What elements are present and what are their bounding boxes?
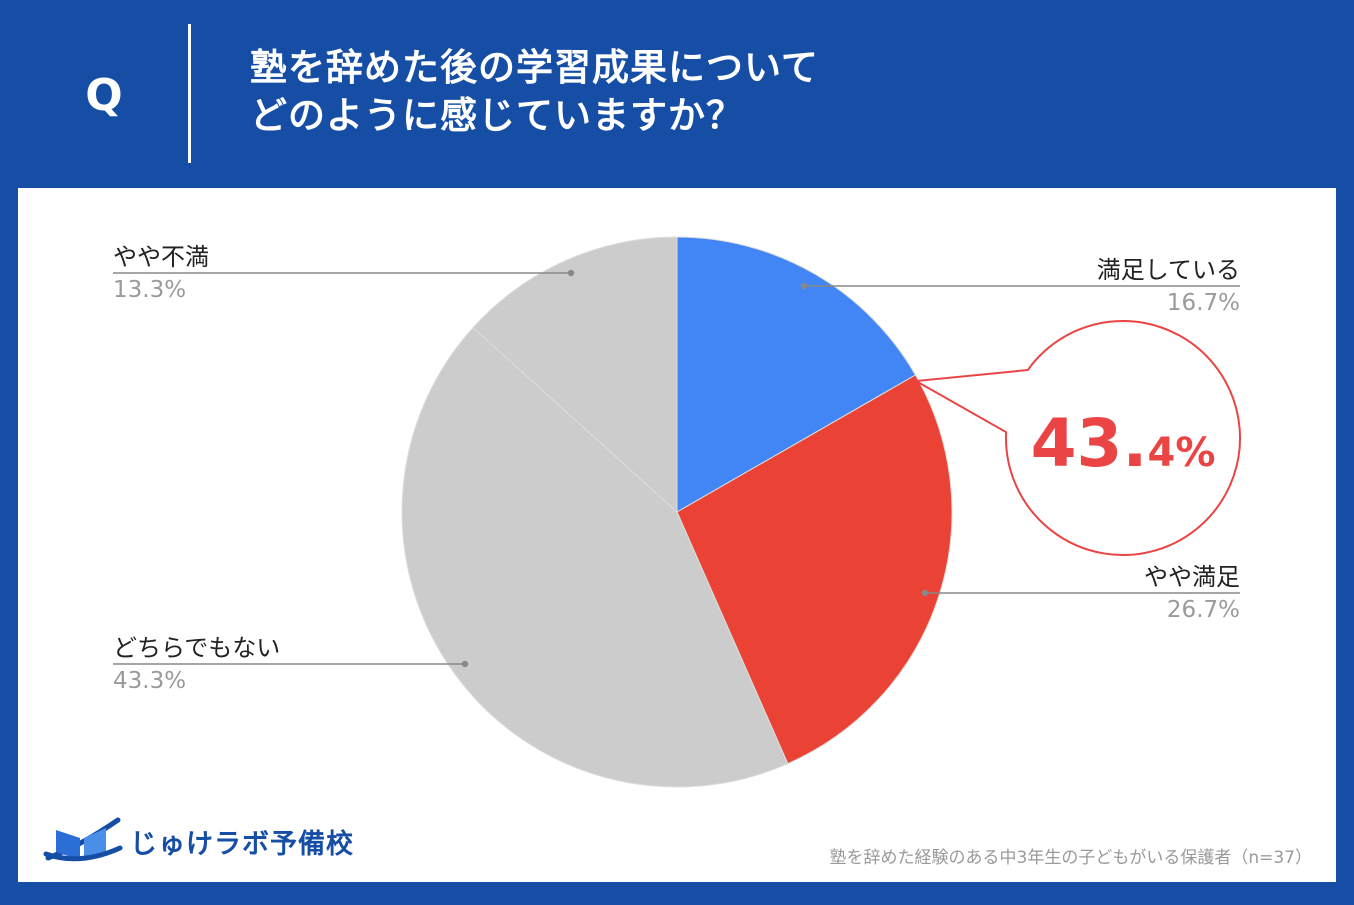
slice-category-label: どちらでもない: [113, 634, 280, 662]
question-header: Q 塾を辞めた後の学習成果について どのように感じていますか？: [0, 0, 1354, 188]
leader-lines: [113, 269, 1240, 668]
callout-bubble: [912, 320, 1241, 556]
logo-text: じゅけラボ予備校: [130, 829, 354, 860]
pie-slice: [401, 326, 789, 788]
pie-slice: [676, 236, 917, 513]
slice-value-label: 26.7%: [1167, 597, 1240, 623]
open-book-icon: [43, 817, 123, 862]
question-title: 塾を辞めた後の学習成果について どのように感じていますか？: [250, 44, 819, 140]
slice-value-label: 16.7%: [1167, 290, 1240, 316]
leader-dot: [567, 269, 575, 277]
chart-panel: 満足している 16.7% やや満足 26.7% どちらでもない 43.3% やや不満 13.3…: [18, 188, 1336, 882]
pie-chart: 満足している 16.7% やや満足 26.7% どちらでもない 43.3% やや不満 13.3…: [113, 236, 1241, 788]
slice-value-label: 13.3%: [113, 277, 186, 303]
highlight-callout: 43.4%: [912, 320, 1241, 556]
sample-note: 塾を辞めた経験のある中3年生の子どもがいる保護者（n=37）: [829, 848, 1312, 868]
svg-text:43.4%: 43.4%: [1031, 405, 1216, 482]
pie-slices: [401, 236, 953, 788]
leader-dot: [800, 282, 808, 290]
question-line-1: 塾を辞めた後の学習成果について: [250, 46, 819, 89]
leader-dot: [921, 589, 929, 597]
slice-category-label: やや不満: [113, 243, 209, 271]
slice-category-label: やや満足: [1144, 563, 1240, 591]
callout-value: 43.: [1031, 405, 1148, 482]
slice-value-label: 43.3%: [113, 668, 186, 694]
header-divider: [188, 24, 191, 163]
slice-category-label: 満足している: [1097, 256, 1240, 284]
pie-slice: [676, 374, 953, 765]
question-marker: Q: [85, 70, 123, 121]
callout-decimal: 4%: [1148, 430, 1216, 476]
pie-slice: [472, 236, 678, 514]
leader-dot: [461, 660, 469, 668]
question-line-2: どのように感じていますか？: [250, 94, 744, 137]
brand-logo: じゅけラボ予備校: [40, 808, 370, 868]
slice-labels: 満足している 16.7% やや満足 26.7% どちらでもない 43.3% やや不満 13.3…: [113, 243, 1240, 694]
